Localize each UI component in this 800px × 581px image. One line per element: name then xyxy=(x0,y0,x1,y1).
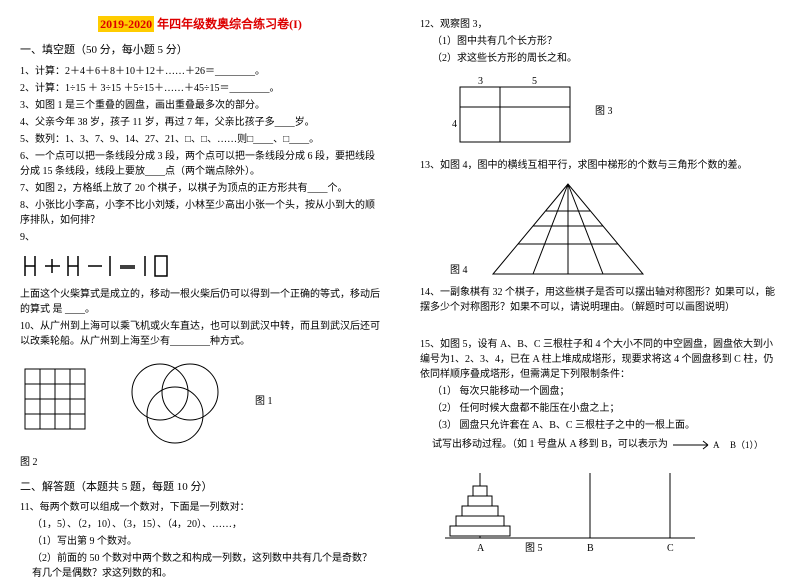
move-arrow: A B（1）） xyxy=(668,435,758,455)
q14: 14、一副象棋有 32 个棋子，用这些棋子是否可以摆出轴对称图形？如果可以，能摆… xyxy=(420,285,780,315)
right-page: 12、观察图 3， （1）图中共有几个长方形？ （2）求这些长方形的周长之和。 … xyxy=(400,0,800,566)
q9b: 上面这个火柴算式是成立的，移动一根火柴后仍可以得到一个正确的等式，移动后的算式 … xyxy=(20,287,380,317)
q12b: （2）求这些长方形的周长之和。 xyxy=(420,51,780,66)
svg-text:B（1））: B（1）） xyxy=(730,440,758,450)
q10: 10、从广州到上海可以乘飞机或火车直达，也可以到武汉中转，而且到武汉后还可以改乘… xyxy=(20,319,380,349)
fig3-label: 图 3 xyxy=(595,104,613,120)
svg-text:A: A xyxy=(713,440,720,450)
q2: 2、计算：1÷15 ＋ 3÷15 ＋5÷15＋……＋45÷15＝________… xyxy=(20,81,380,96)
q15b: （2） 任何时候大盘都不能压在小盘之上； xyxy=(420,401,780,416)
fig4-label: 图 4 xyxy=(450,263,468,279)
venn-fig1 xyxy=(115,357,235,447)
fig3-container: 3 5 4 图 3 xyxy=(450,72,780,152)
figures-1-2: 图 1 xyxy=(20,357,380,447)
title-text: 年四年级数奥综合练习卷(I) xyxy=(154,17,302,31)
fig5-hanoi: A 图 5 B C xyxy=(440,463,700,553)
q15a: （1） 每次只能移动一个圆盘； xyxy=(420,384,780,399)
fig4-triangle xyxy=(488,179,648,279)
fig3-dim1: 3 xyxy=(478,76,483,87)
q6: 6、一个点可以把一条线段分成 3 段，两个点可以把一条线段分成 6 段，要把线段… xyxy=(20,149,380,179)
q8: 8、小张比小李高，小李不比小刘矮，小林至少高出小张一个头，按从小到大的顺序排队，… xyxy=(20,198,380,228)
fig4-container: 图 4 xyxy=(450,179,780,279)
q15d: 试写出移动过程。（如 1 号盘从 A 移到 B，可以表示为 xyxy=(420,437,668,452)
q15: 15、如图 5，设有 A、B、C 三根柱子和 4 个大小不同的中空圆盘，圆盘依大… xyxy=(420,337,780,382)
q12: 12、观察图 3， xyxy=(420,17,780,32)
section2-heading: 二、解答题（本题共 5 题，每题 10 分） xyxy=(20,479,380,497)
venn-container xyxy=(115,357,235,447)
q12a: （1）图中共有几个长方形？ xyxy=(420,34,780,49)
grid-fig2 xyxy=(20,364,95,439)
q9: 9、 xyxy=(20,230,380,245)
fig5-container: A 图 5 B C xyxy=(440,463,780,553)
svg-text:C: C xyxy=(667,543,674,553)
exam-title: 2019-2020 年四年级数奥综合练习卷(I) xyxy=(20,15,380,34)
section1-heading: 一、填空题（50 分，每小题 5 分） xyxy=(20,42,380,60)
matchstick-figure xyxy=(20,251,380,281)
svg-text:A: A xyxy=(477,543,485,553)
q11: 11、每两个数可以组成一个数对，下面是一列数对： xyxy=(20,500,380,515)
svg-text:图 5: 图 5 xyxy=(525,542,543,553)
q1: 1、计算：2＋4＋6＋8＋10＋12＋……＋26＝________。 xyxy=(20,64,380,79)
q11b: （1）写出第 9 个数对。 xyxy=(20,534,380,549)
q3: 3、如图 1 是三个重叠的圆盘，画出重叠最多次的部分。 xyxy=(20,98,380,113)
fig1-label: 图 1 xyxy=(255,394,273,410)
q15c: （3） 圆盘只允许套在 A、B、C 三根柱子之中的一根上面。 xyxy=(420,418,780,433)
fig3-wrap: 3 5 4 xyxy=(450,72,580,152)
q5: 5、数列：1、3、7、9、14、27、21、□、□、……则□____、□____… xyxy=(20,132,380,147)
q11a: （1，5）、（2，10）、（3，15）、（4，20）、……， xyxy=(20,517,380,532)
q13: 13、如图 4，图中的横线互相平行，求图中梯形的个数与三角形个数的差。 xyxy=(420,158,780,173)
fig3-rect: 3 5 4 xyxy=(450,72,580,152)
title-year: 2019-2020 xyxy=(98,16,154,32)
q11c: （2）前面的 50 个数对中两个数之和构成一列数，这列数中共有几个是奇数？有几个… xyxy=(20,551,380,581)
q15d-row: 试写出移动过程。（如 1 号盘从 A 移到 B，可以表示为 A B（1）） xyxy=(420,435,780,455)
q4: 4、父亲今年 38 岁，孩子 11 岁，再过 7 年，父亲比孩子多____岁。 xyxy=(20,115,380,130)
fig3-dim2: 5 xyxy=(532,76,537,87)
svg-text:B: B xyxy=(587,543,594,553)
left-page: 2019-2020 年四年级数奥综合练习卷(I) 一、填空题（50 分，每小题 … xyxy=(0,0,400,566)
fig3-dim3: 4 xyxy=(452,119,457,130)
q7: 7、如图 2，方格纸上放了 20 个棋子，以棋子为顶点的正方形共有____个。 xyxy=(20,181,380,196)
fig2-label: 图 2 xyxy=(20,455,380,471)
